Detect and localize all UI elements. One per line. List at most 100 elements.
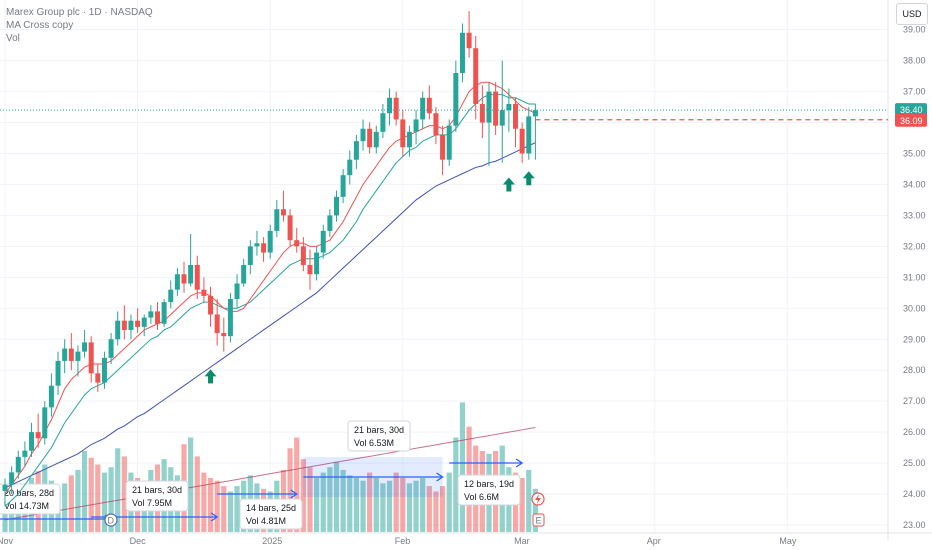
candle-body <box>320 230 326 253</box>
volume-ma-line <box>4 427 536 521</box>
candle-body <box>479 103 485 123</box>
candle <box>227 292 233 343</box>
volume-bar <box>413 480 419 532</box>
measurement-label-box <box>0 483 61 515</box>
measurement-arrowhead <box>210 512 219 522</box>
measurement-bars-label: 12 bars, 19d <box>464 479 514 489</box>
price-tick-label: 27.00 <box>903 396 926 406</box>
buy-signal-arrow-icon <box>522 171 535 186</box>
volume-bar <box>194 456 200 532</box>
last-price-badge <box>895 103 927 117</box>
volume-bar <box>353 478 359 532</box>
candle <box>367 122 373 154</box>
candle-body <box>188 264 194 284</box>
candle-body <box>353 141 359 160</box>
candle-body <box>22 450 28 457</box>
candle <box>320 224 326 259</box>
candle <box>300 237 306 272</box>
candle-body <box>307 264 313 275</box>
candle-body <box>234 283 240 300</box>
measurement-bars-label: 14 bars, 25d <box>246 503 296 513</box>
volume-bar <box>115 448 121 532</box>
volume-bar <box>327 467 333 532</box>
candle <box>247 240 253 275</box>
volume-bar <box>406 483 413 532</box>
currency-button[interactable]: USD <box>896 3 928 25</box>
candle-body <box>168 289 174 303</box>
volume-bar <box>75 469 81 532</box>
candle <box>314 246 320 281</box>
candle-body <box>367 128 373 148</box>
volume-bar <box>294 437 300 532</box>
candle <box>154 302 160 330</box>
candle <box>426 85 432 120</box>
price-tick-label: 34.00 <box>903 179 926 189</box>
candle <box>221 317 227 352</box>
candle <box>307 249 313 290</box>
candle <box>519 122 525 163</box>
volume-bar <box>62 483 68 532</box>
candle-body <box>254 243 260 247</box>
measurement-bars-label: 21 bars, 30d <box>354 425 404 435</box>
measurement-label-box <box>125 480 189 512</box>
dividend-marker-icon: D <box>104 513 118 527</box>
candle-body <box>380 113 386 132</box>
price-tick-label: 30.00 <box>903 303 926 313</box>
candle <box>108 333 114 365</box>
flash-icon <box>535 494 541 504</box>
indicator-volume[interactable]: Vol <box>6 33 20 44</box>
price-tick-label: 24.00 <box>903 489 926 499</box>
candle <box>393 91 399 126</box>
indicator-ma-cross[interactable]: MA Cross copy <box>6 20 74 31</box>
volume-bar <box>453 437 459 532</box>
price-tick-label: 23.00 <box>903 520 926 530</box>
candle <box>29 422 35 457</box>
candle <box>168 280 174 309</box>
volume-bar <box>214 480 220 532</box>
candle <box>387 88 393 126</box>
time-tick-label: Apr <box>647 536 661 546</box>
volume-bar <box>227 491 234 532</box>
candle <box>433 107 439 145</box>
candle-body <box>406 131 412 148</box>
candle <box>208 286 214 327</box>
candle <box>267 224 273 259</box>
measurement-vol-label: Vol 6.53M <box>354 438 394 448</box>
volume-bar <box>420 478 426 532</box>
symbol-line[interactable]: Marex Group plc · 1D · NASDAQ <box>6 7 153 18</box>
candle-body <box>42 407 48 439</box>
candle <box>446 119 452 166</box>
candle-body <box>62 348 68 361</box>
candle <box>334 190 339 222</box>
candle-body <box>161 302 167 324</box>
volume-bar <box>532 488 538 532</box>
candle-body <box>141 317 147 327</box>
candle <box>135 308 141 334</box>
candle <box>373 125 379 154</box>
dividend-marker-circle <box>104 513 118 527</box>
buy-signal-arrow-icon <box>502 177 515 192</box>
time-tick-label: Dec <box>130 536 147 546</box>
measurement-bars-label: 21 bars, 30d <box>132 485 182 495</box>
earnings-marker-label: E <box>536 516 542 526</box>
candle-body <box>426 97 432 114</box>
candle-body <box>48 385 54 408</box>
candle-body <box>453 73 459 126</box>
candle <box>35 413 41 448</box>
measurement-label-box <box>457 474 521 506</box>
volume-bar <box>9 502 15 532</box>
candle-body <box>274 209 280 231</box>
volume-bar <box>439 486 446 532</box>
measurement-vol-label: Vol 14.73M <box>4 501 49 511</box>
candle <box>459 23 465 83</box>
volume-bar <box>287 448 293 532</box>
price-tick-label: 26.00 <box>903 427 926 437</box>
candle-body <box>2 484 8 491</box>
candle-body <box>221 333 227 337</box>
volume-bar <box>426 486 432 532</box>
volume-bar <box>446 472 452 532</box>
candle-body <box>88 342 94 374</box>
candle <box>95 364 101 392</box>
